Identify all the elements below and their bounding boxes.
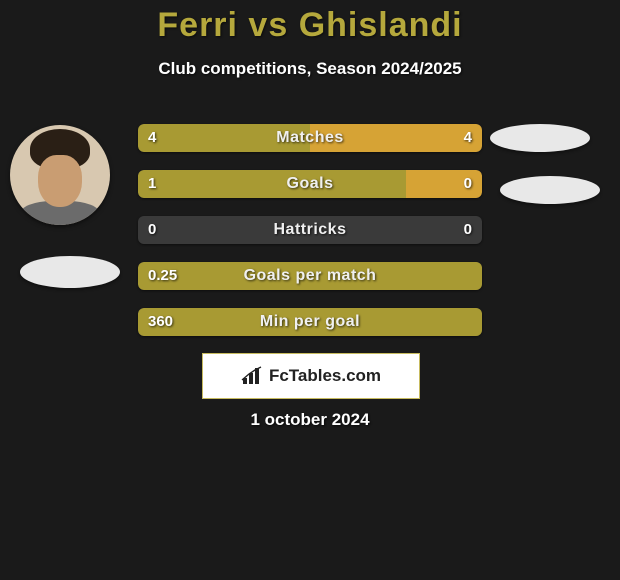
stat-row: Matches4 4 xyxy=(138,124,482,152)
logo-text: FcTables.com xyxy=(269,366,381,386)
player-left-club-badge xyxy=(20,256,120,288)
page-subtitle: Club competitions, Season 2024/2025 xyxy=(0,59,620,79)
player-right-avatar-placeholder xyxy=(490,124,590,152)
stat-label: Matches xyxy=(138,124,482,152)
stat-row: Goals per match0.25 xyxy=(138,262,482,290)
stat-label: Min per goal xyxy=(138,308,482,336)
fctables-logo: FcTables.com xyxy=(202,353,420,399)
stat-label: Goals per match xyxy=(138,262,482,290)
player-right-club-badge xyxy=(500,176,600,204)
stat-value-left: 0.25 xyxy=(148,262,177,290)
snapshot-date: 1 october 2024 xyxy=(0,410,620,430)
bar-chart-icon xyxy=(241,366,263,386)
stat-value-left: 1 xyxy=(148,170,156,198)
stat-value-right: 4 xyxy=(464,124,472,152)
comparison-infographic: Ferri vs Ghislandi Club competitions, Se… xyxy=(0,0,620,580)
stat-row: Hattricks0 0 xyxy=(138,216,482,244)
stat-label: Hattricks xyxy=(138,216,482,244)
stat-row: Goals1 0 xyxy=(138,170,482,198)
page-title: Ferri vs Ghislandi xyxy=(0,0,620,45)
stat-value-right: 0 xyxy=(464,170,472,198)
player-left-avatar xyxy=(10,125,110,225)
stat-value-left: 360 xyxy=(148,308,173,336)
stat-label: Goals xyxy=(138,170,482,198)
stat-bars: Matches44Goals10Hattricks00Goals per mat… xyxy=(138,124,482,354)
stat-value-right: 0 xyxy=(464,216,472,244)
avatar-face xyxy=(38,155,82,207)
stat-value-left: 4 xyxy=(148,124,156,152)
stat-value-left: 0 xyxy=(148,216,156,244)
stat-row: Min per goal360 xyxy=(138,308,482,336)
